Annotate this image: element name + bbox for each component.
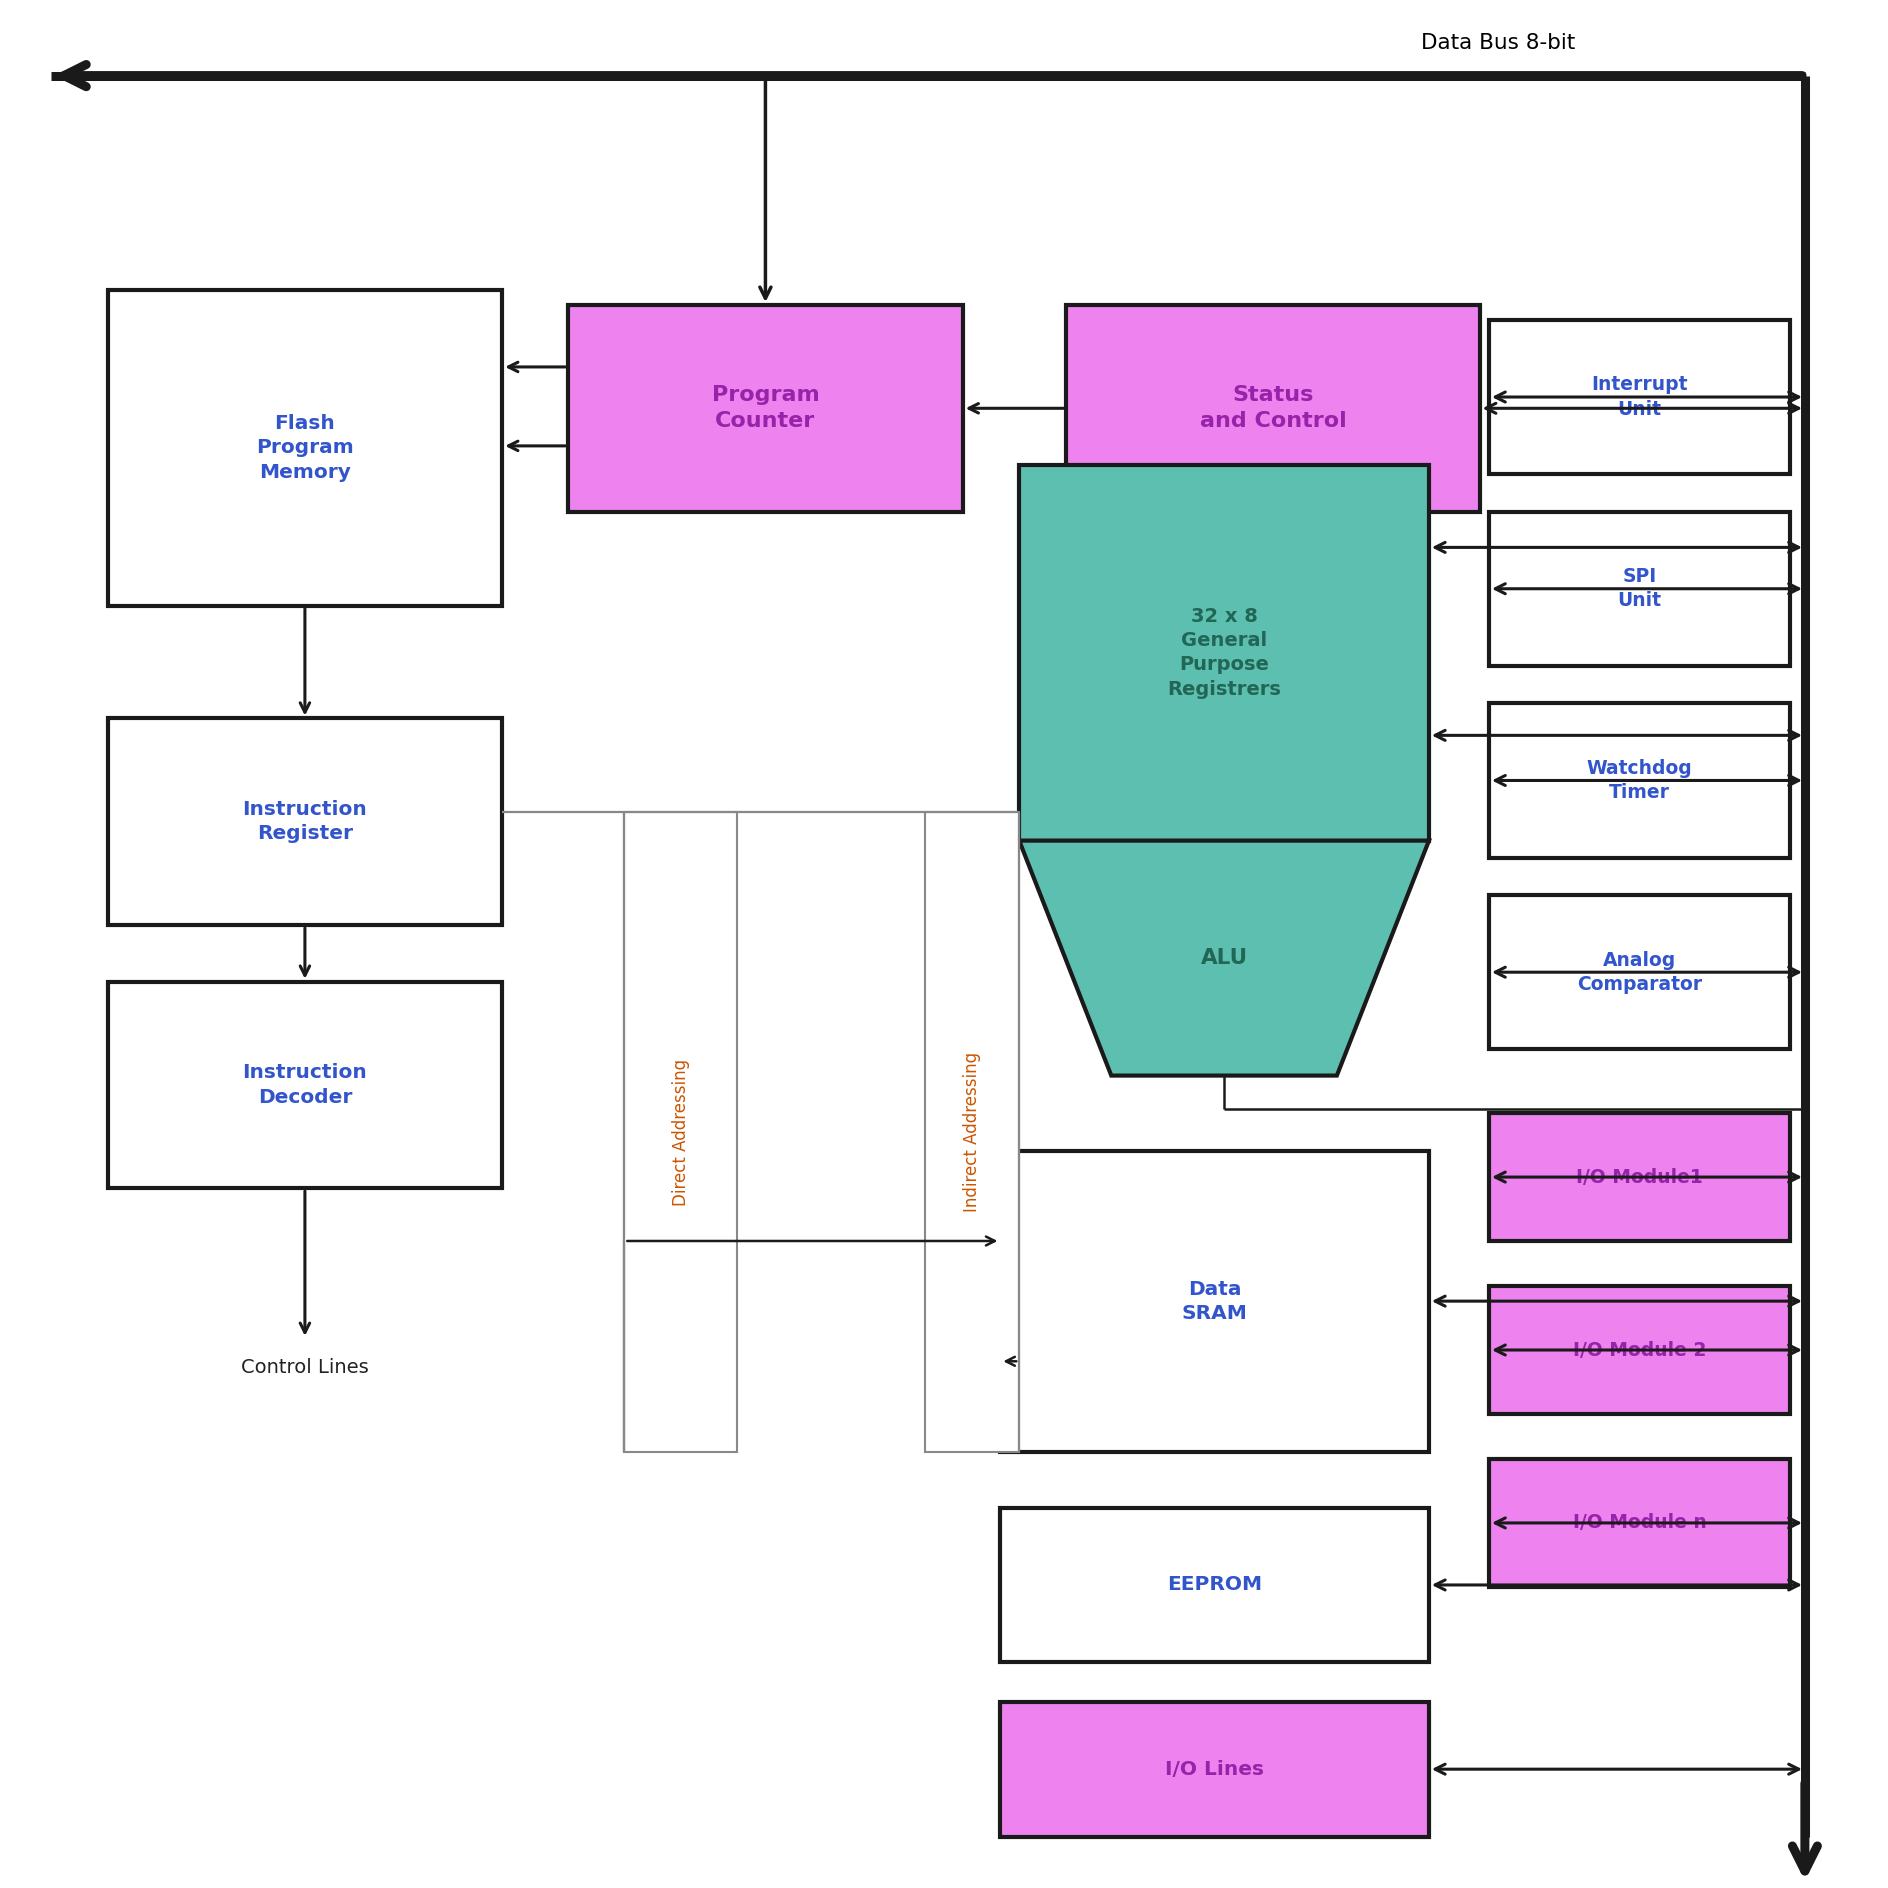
Text: EEPROM: EEPROM	[1167, 1575, 1263, 1595]
FancyBboxPatch shape	[1001, 1152, 1429, 1452]
Text: Data Bus 8-bit: Data Bus 8-bit	[1422, 32, 1576, 53]
FancyBboxPatch shape	[1490, 512, 1790, 666]
FancyBboxPatch shape	[1067, 306, 1480, 512]
Text: I/O Module 2: I/O Module 2	[1573, 1340, 1707, 1359]
FancyBboxPatch shape	[1490, 1286, 1790, 1414]
Text: Analog
Comparator: Analog Comparator	[1576, 950, 1703, 993]
Text: Interrupt
Unit: Interrupt Unit	[1592, 376, 1688, 419]
FancyBboxPatch shape	[1490, 704, 1790, 857]
Text: Flash
Program
Memory: Flash Program Memory	[257, 413, 353, 481]
Text: Direct Addressing: Direct Addressing	[672, 1059, 689, 1206]
FancyBboxPatch shape	[108, 719, 502, 925]
FancyBboxPatch shape	[108, 291, 502, 606]
Text: ALU: ALU	[1201, 948, 1248, 969]
FancyBboxPatch shape	[1001, 1701, 1429, 1837]
Polygon shape	[1020, 840, 1429, 1076]
Text: Instruction
Register: Instruction Register	[242, 801, 368, 844]
FancyBboxPatch shape	[568, 306, 963, 512]
FancyBboxPatch shape	[108, 982, 502, 1188]
FancyBboxPatch shape	[925, 812, 1020, 1452]
Text: Indirect Addressing: Indirect Addressing	[963, 1052, 982, 1212]
Text: Data
SRAM: Data SRAM	[1182, 1280, 1248, 1323]
FancyBboxPatch shape	[1020, 464, 1429, 840]
Text: Watchdog
Timer: Watchdog Timer	[1586, 759, 1692, 802]
FancyBboxPatch shape	[1490, 895, 1790, 1050]
Text: I/O Lines: I/O Lines	[1165, 1760, 1265, 1778]
Text: SPI
Unit: SPI Unit	[1618, 566, 1661, 610]
Text: Control Lines: Control Lines	[242, 1357, 368, 1376]
Text: Program
Counter: Program Counter	[712, 385, 819, 430]
FancyBboxPatch shape	[1490, 1114, 1790, 1240]
FancyBboxPatch shape	[1490, 1459, 1790, 1586]
FancyBboxPatch shape	[625, 812, 736, 1452]
FancyBboxPatch shape	[1490, 319, 1790, 474]
Text: I/O Module n: I/O Module n	[1573, 1514, 1707, 1533]
Text: 32 x 8
General
Purpose
Registrers: 32 x 8 General Purpose Registrers	[1167, 606, 1280, 699]
Text: Status
and Control: Status and Control	[1199, 385, 1346, 430]
Text: I/O Module1: I/O Module1	[1576, 1167, 1703, 1186]
Text: Instruction
Decoder: Instruction Decoder	[242, 1063, 368, 1106]
FancyBboxPatch shape	[1001, 1509, 1429, 1661]
